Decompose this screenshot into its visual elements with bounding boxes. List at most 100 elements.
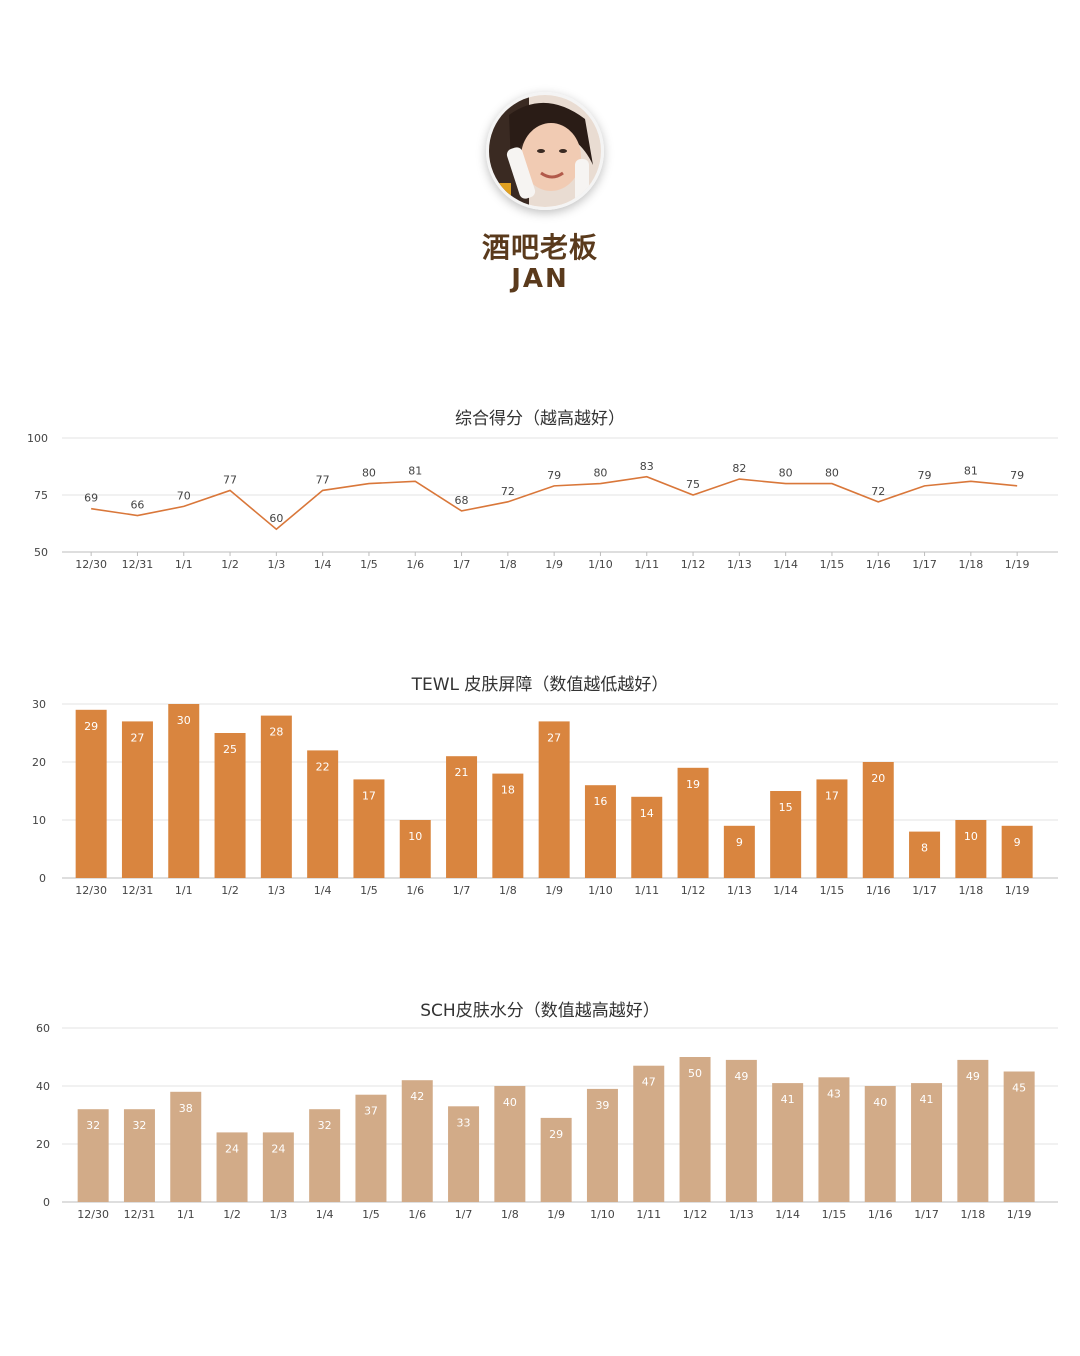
- data-label: 40: [503, 1096, 517, 1109]
- bar: [401, 1080, 433, 1202]
- data-label: 30: [177, 714, 191, 727]
- x-tick-label: 1/3: [267, 558, 285, 571]
- y-tick-label: 40: [36, 1080, 50, 1093]
- x-tick-label: 1/14: [775, 1208, 800, 1221]
- data-label: 32: [318, 1119, 332, 1132]
- data-label: 42: [410, 1090, 424, 1103]
- bar: [816, 779, 848, 878]
- data-label: 33: [457, 1116, 471, 1129]
- x-tick-label: 1/8: [501, 1208, 519, 1221]
- y-tick-label: 0: [39, 872, 46, 885]
- x-tick-label: 1/16: [866, 558, 891, 571]
- bar: [262, 1132, 294, 1202]
- bar: [75, 709, 107, 878]
- bar: [170, 1091, 202, 1202]
- avatar: [486, 92, 604, 210]
- bar: [584, 785, 616, 878]
- bar: [307, 750, 339, 878]
- data-label: 75: [686, 478, 700, 491]
- y-tick-label: 20: [32, 756, 46, 769]
- data-label: 45: [1012, 1082, 1026, 1095]
- data-label: 27: [547, 731, 561, 744]
- x-tick-label: 1/6: [406, 884, 424, 897]
- data-label: 10: [964, 830, 978, 843]
- data-label: 81: [408, 464, 422, 477]
- x-tick-label: 1/12: [681, 558, 706, 571]
- bar: [1003, 1071, 1035, 1202]
- data-label: 66: [130, 499, 144, 512]
- y-tick-label: 10: [32, 814, 46, 827]
- data-label: 82: [732, 462, 746, 475]
- chart-title: SCH皮肤水分（数值越高越好）: [420, 1001, 660, 1021]
- data-label: 80: [779, 467, 793, 480]
- x-tick-label: 1/12: [681, 884, 706, 897]
- x-tick-label: 1/3: [269, 1208, 287, 1221]
- x-tick-label: 1/15: [820, 884, 845, 897]
- data-label: 41: [920, 1093, 934, 1106]
- data-label: 18: [501, 784, 515, 797]
- bar: [214, 733, 246, 878]
- data-label: 77: [316, 473, 330, 486]
- data-label: 9: [736, 836, 743, 849]
- data-label: 77: [223, 473, 237, 486]
- x-tick-label: 1/11: [634, 558, 659, 571]
- bar: [679, 1057, 711, 1202]
- x-tick-label: 1/13: [729, 1208, 754, 1221]
- profile-month: JAN: [511, 264, 569, 294]
- x-tick-label: 1/12: [683, 1208, 708, 1221]
- x-tick-label: 12/30: [77, 1208, 109, 1221]
- x-tick-label: 1/5: [362, 1208, 380, 1221]
- y-tick-label: 30: [32, 698, 46, 711]
- x-tick-label: 1/14: [773, 558, 798, 571]
- bar: [77, 1109, 109, 1202]
- overall-score-chart: 综合得分（越高越好） 50 75 100 12/30 12/31 1/1 1/2 1/3 1/4…: [0, 404, 1080, 584]
- data-label: 22: [316, 760, 330, 773]
- x-tick-label: 1/5: [360, 558, 378, 571]
- x-tick-label: 1/10: [590, 1208, 615, 1221]
- x-tick-label: 1/9: [545, 884, 563, 897]
- tewl-barrier-plot: 0 10 20 30 12/30 12/31 1/1 1/2 1/3 1/4 1/5 1/6 1/7 1/…: [32, 698, 1058, 897]
- x-tick-label: 12/31: [124, 1208, 156, 1221]
- overall-score-plot: 50 75 100 12/30 12/31 1/1 1/2 1/3 1/4 1/5 1/6 1/7 1/…: [27, 432, 1058, 571]
- data-label: 17: [362, 789, 376, 802]
- x-tick-label: 1/7: [453, 558, 471, 571]
- data-label: 47: [642, 1076, 656, 1089]
- bar: [631, 796, 663, 878]
- bar: [355, 1094, 387, 1202]
- x-tick-label: 1/1: [175, 884, 193, 897]
- chart-title: 综合得分（越高越好）: [455, 409, 625, 429]
- x-tick-label: 1/2: [221, 558, 239, 571]
- data-label: 32: [86, 1119, 100, 1132]
- x-tick-label: 1/10: [588, 884, 613, 897]
- bar: [957, 1059, 989, 1202]
- data-label: 69: [84, 492, 98, 505]
- x-tick-label: 1/3: [267, 884, 285, 897]
- data-label: 39: [595, 1099, 609, 1112]
- woman-portrait-icon: [489, 95, 601, 207]
- data-label: 70: [177, 489, 191, 502]
- bar: [723, 825, 755, 878]
- data-label: 32: [132, 1119, 146, 1132]
- x-tick-label: 1/11: [636, 1208, 661, 1221]
- bar: [448, 1106, 480, 1202]
- bar: [862, 762, 894, 878]
- bar: [168, 704, 200, 878]
- x-tick-label: 1/11: [634, 884, 659, 897]
- x-tick-label: 1/6: [408, 1208, 426, 1221]
- x-tick-label: 1/16: [868, 1208, 893, 1221]
- profile-header: 酒吧老板 JAN: [0, 0, 1080, 320]
- x-tick-label: 1/1: [177, 1208, 195, 1221]
- x-tick-label: 1/4: [314, 558, 332, 571]
- data-label: 16: [593, 795, 607, 808]
- bar: [121, 721, 153, 878]
- sch-moisture-chart: SCH皮肤水分（数值越高越好） 0 20 40 60 12/30 12/31 1/1 1/2 1…: [0, 996, 1080, 1236]
- bar: [725, 1059, 757, 1202]
- bar: [309, 1109, 341, 1202]
- x-tick-label: 1/15: [820, 558, 845, 571]
- data-label: 20: [871, 772, 885, 785]
- data-label: 21: [455, 766, 469, 779]
- bar: [677, 767, 709, 878]
- y-tick-label: 60: [36, 1022, 50, 1035]
- y-tick-label: 100: [27, 432, 48, 445]
- data-label: 40: [873, 1096, 887, 1109]
